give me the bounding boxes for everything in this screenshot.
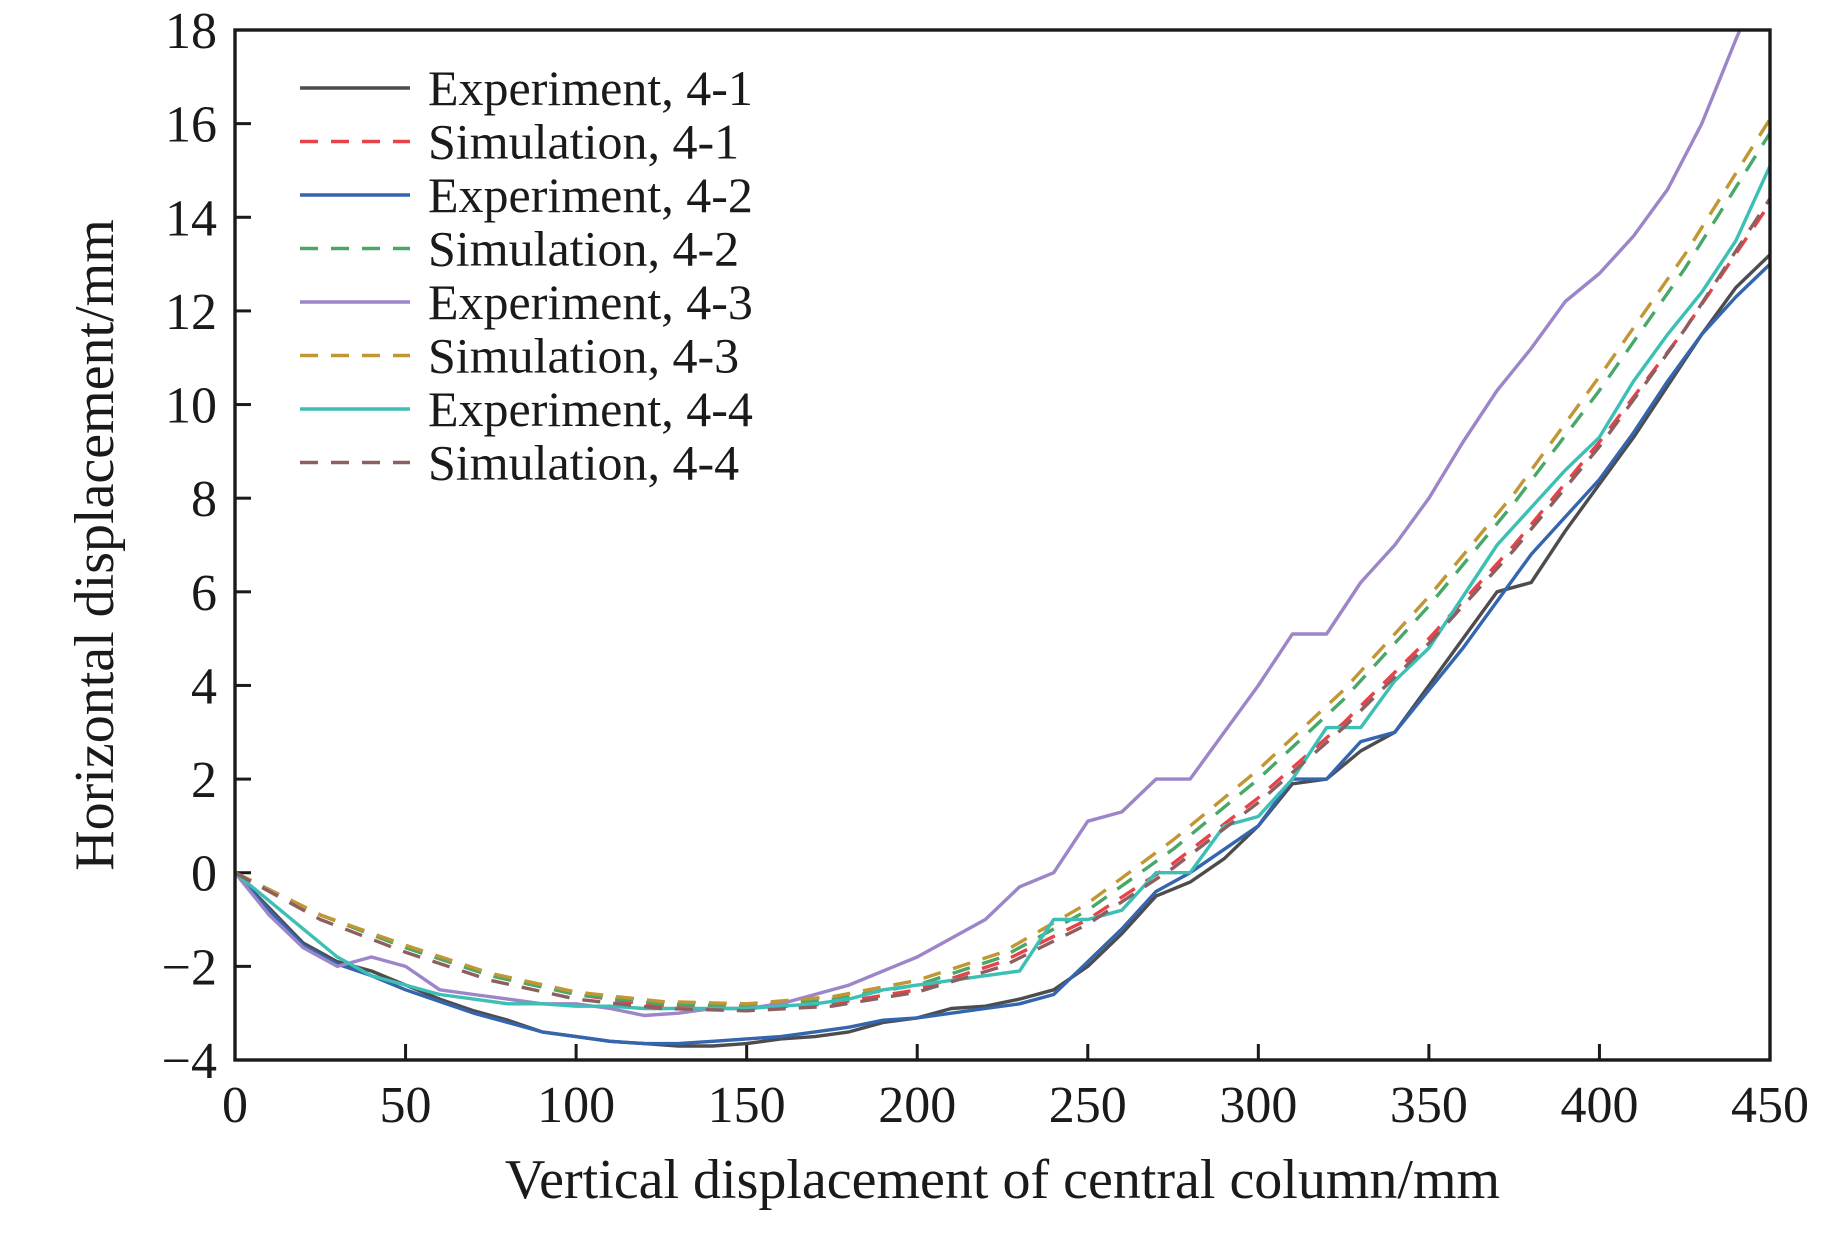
legend-label: Experiment, 4-3 <box>428 274 753 330</box>
series-line-3 <box>235 262 1770 1046</box>
y-tick-label: 0 <box>191 846 217 903</box>
series-group <box>235 30 1770 1048</box>
y-axis-title-text: Horizontal displacement/mm <box>64 219 126 871</box>
series-line-1 <box>235 253 1770 1048</box>
x-tick-label: 450 <box>1731 1077 1809 1134</box>
x-tick-label: 250 <box>1049 1077 1127 1134</box>
x-tick-label: 400 <box>1560 1077 1638 1134</box>
legend-label: Simulation, 4-3 <box>428 328 739 384</box>
x-tick-label: 150 <box>708 1077 786 1134</box>
y-tick-label: 10 <box>165 378 217 435</box>
x-tick-label: 100 <box>537 1077 615 1134</box>
x-axis-title: Vertical displacement of central column/… <box>504 1149 1501 1211</box>
legend-label: Experiment, 4-4 <box>428 381 753 437</box>
x-tick-label: 50 <box>380 1077 432 1134</box>
y-tick-label: 12 <box>165 284 217 341</box>
x-tick-label: 350 <box>1390 1077 1468 1134</box>
y-tick-label: 8 <box>191 471 217 528</box>
legend-label: Experiment, 4-1 <box>428 60 753 116</box>
plot-frame <box>233 28 1772 1062</box>
y-tick-label: −2 <box>162 939 217 996</box>
y-tick-label: 18 <box>165 3 217 60</box>
series-line-5 <box>235 30 1742 1018</box>
x-tick-label: 300 <box>1219 1077 1297 1134</box>
legend-label: Simulation, 4-2 <box>428 221 739 277</box>
x-tick-label: 200 <box>878 1077 956 1134</box>
y-tick-label: 14 <box>165 190 217 247</box>
series-line-6 <box>235 118 1770 1006</box>
y-tick-label: 16 <box>165 97 217 154</box>
y-tick-label: −4 <box>162 1033 217 1090</box>
series-line-2 <box>235 202 1770 1011</box>
y-tick-label: 4 <box>191 658 217 715</box>
x-tick-label: 0 <box>222 1077 248 1134</box>
legend-label: Simulation, 4-4 <box>428 435 739 491</box>
legend-label: Experiment, 4-2 <box>428 167 753 223</box>
y-tick-label: 2 <box>191 752 217 809</box>
series-line-7 <box>235 165 1770 1011</box>
y-tick-label: 6 <box>191 565 217 622</box>
legend-label: Simulation, 4-1 <box>428 114 739 170</box>
series-line-8 <box>235 197 1770 1013</box>
